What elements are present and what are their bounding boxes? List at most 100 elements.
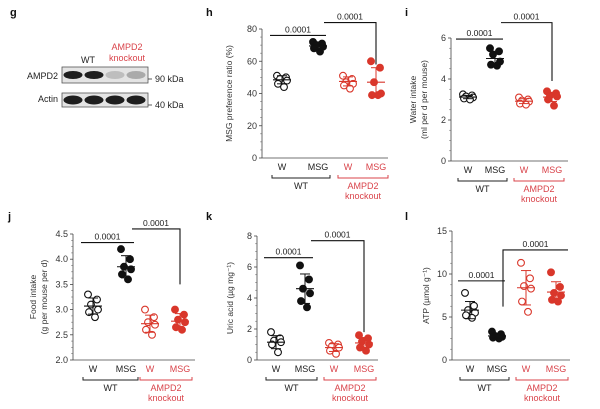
chart-panel-l: l 0 5 10 15 ATP (µmol g⁻¹) W MSG W MSG WT AMPD2knoc…: [405, 211, 570, 403]
series-wt-msg: [117, 245, 135, 284]
data-point: [280, 83, 288, 92]
series-ko-msg: [543, 87, 561, 110]
group-bracket: [265, 377, 318, 381]
panel-letter: i: [405, 7, 408, 19]
y-tick-label: 4.5: [55, 229, 68, 239]
chart-panel-i: i 0 2 4 6 Water intake (ml per d per mouse) W MS…: [405, 7, 568, 204]
y-tick-label: 2: [441, 115, 446, 125]
category-label: W: [522, 364, 531, 374]
data-point: [518, 297, 526, 306]
data-point: [91, 313, 99, 322]
blot-band: [63, 95, 83, 105]
group-bracket: [271, 175, 331, 179]
group-label: AMPD2: [523, 184, 554, 194]
series-ko-w: [515, 93, 533, 109]
series-wt-msg: [296, 261, 314, 312]
series-ko-msg: [171, 305, 189, 334]
p-value-label: 0.0001: [95, 232, 121, 242]
data-point: [495, 47, 503, 56]
category-label: MSG: [170, 364, 191, 374]
series-ko-w: [325, 339, 343, 358]
p-value-label: 0.0001: [469, 270, 495, 280]
data-point: [93, 295, 101, 304]
data-point: [355, 331, 363, 340]
data-point: [547, 268, 555, 277]
data-point: [356, 343, 364, 352]
category-label: MSG: [295, 364, 316, 374]
data-point: [151, 320, 159, 329]
p-value-label: 0.0001: [143, 218, 169, 228]
y-tick-label: 8: [247, 231, 252, 241]
group-bracket: [139, 377, 193, 381]
category-label: MSG: [354, 364, 375, 374]
data-point: [517, 258, 525, 267]
category-label: MSG: [487, 364, 508, 374]
data-point: [556, 282, 564, 291]
y-tick-label: 6: [441, 33, 446, 43]
blot-band: [63, 71, 83, 79]
y-tick-label: 40: [247, 89, 257, 99]
y-tick-label: 10: [437, 269, 447, 279]
series-ko-w: [517, 258, 535, 316]
group-label: WT: [476, 184, 490, 194]
y-tick-label: 3.0: [55, 305, 68, 315]
panel-letter: h: [206, 7, 213, 19]
p-value-label: 0.0001: [276, 247, 302, 257]
group-bracket: [323, 377, 377, 381]
group-label: AMPD2: [526, 383, 557, 393]
p-value-label: 0.0001: [337, 12, 363, 22]
y-axis-label: (g per mouse per d): [39, 260, 49, 335]
y-tick-label: 0: [247, 355, 252, 365]
group-label: knockout: [345, 191, 382, 201]
blot-row-label: AMPD2: [27, 71, 58, 81]
category-label: W: [466, 364, 475, 374]
category-label: MSG: [485, 165, 506, 175]
data-point: [527, 284, 535, 293]
blot-band: [84, 71, 104, 79]
significance-bar: [501, 22, 553, 82]
data-point: [346, 84, 354, 93]
category-label: MSG: [366, 162, 387, 172]
y-tick-label: 0: [252, 153, 257, 163]
blot-marker-label: 40 kDa: [155, 100, 184, 110]
group-label: AMPD2: [150, 383, 181, 393]
p-value-label: 0.0001: [523, 239, 549, 249]
group-label: knockout: [521, 194, 558, 204]
data-point: [127, 265, 135, 274]
y-tick-label: 80: [247, 24, 257, 34]
group-bracket: [513, 178, 565, 182]
y-tick-label: 4: [441, 74, 446, 84]
category-label: W: [464, 165, 473, 175]
chart-panel-k: k 0 2 4 6 8 Uric acid (µg mg⁻¹) W MSG W MSG WT AMPD2…: [206, 211, 378, 403]
y-tick-label: 60: [247, 56, 257, 66]
data-point: [306, 289, 314, 298]
series-wt-msg: [309, 37, 327, 56]
data-point: [526, 274, 534, 283]
data-point: [181, 318, 189, 327]
group-label: knockout: [524, 393, 561, 403]
series-wt-w: [459, 90, 477, 104]
significance-bar: [502, 249, 568, 307]
series-ko-msg: [547, 268, 565, 306]
significance-bar: [311, 240, 365, 333]
data-point: [461, 288, 469, 297]
group-bracket: [82, 377, 139, 381]
data-point: [141, 305, 149, 314]
data-point: [303, 303, 311, 312]
blot-band: [105, 95, 125, 105]
category-label: W: [146, 364, 155, 374]
chart-panel-j: j 2.0 2.5 3.0 3.5 4.0 4.5 Food intake (g per mou…: [7, 211, 195, 403]
data-point: [267, 328, 275, 337]
y-axis-label: (ml per d per mouse): [419, 60, 429, 139]
data-point: [362, 346, 370, 355]
y-tick-label: 0: [442, 355, 447, 365]
y-axis-label: MSG preference ratio (%): [224, 45, 234, 142]
series-wt-msg: [486, 44, 504, 70]
y-tick-label: 3.5: [55, 279, 68, 289]
blot-bands-actin: [63, 95, 146, 105]
category-label: W: [520, 165, 529, 175]
blot-bands-ampd2: [63, 71, 146, 79]
data-point: [470, 301, 478, 310]
y-tick-label: 2: [247, 324, 252, 334]
